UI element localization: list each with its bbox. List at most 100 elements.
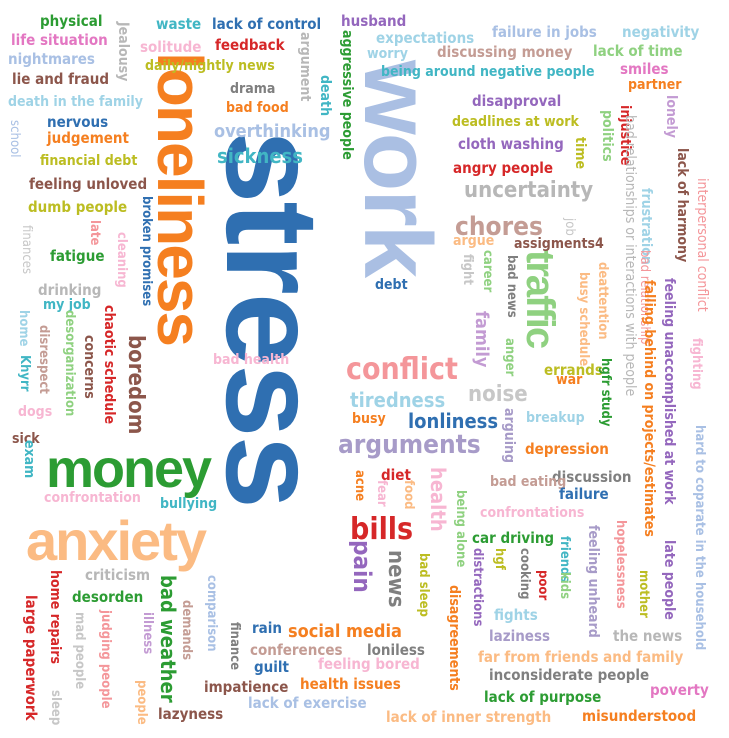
- word-time: time: [572, 137, 588, 170]
- word-hgfr-study: hgfr study: [598, 358, 613, 427]
- word-illness: illness: [140, 612, 155, 655]
- word-misunderstood: misunderstood: [582, 707, 697, 725]
- word-my-job: my job: [43, 297, 91, 313]
- word-cleaning: cleaning: [114, 232, 129, 288]
- word-lack-of-purpose: lack of purpose: [484, 688, 602, 706]
- word-breakup: breakup: [526, 410, 585, 426]
- word-jealousy: Jealousy: [115, 22, 131, 82]
- word-life-situation: life situation: [11, 31, 108, 49]
- word-large-paperwork: large paperwork: [22, 595, 40, 721]
- word-poverty: poverty: [650, 681, 709, 699]
- word-hard-to-coparate: hard to coparate in the household: [692, 425, 707, 651]
- word-demands: demands: [179, 600, 194, 661]
- word-arguments: arguments: [338, 430, 481, 460]
- word-smiles: smiles: [620, 60, 669, 78]
- word-lack-of-control: lack of control: [212, 15, 322, 33]
- word-guilt: guilt: [254, 658, 289, 676]
- word-late-people: late people: [661, 540, 677, 620]
- word-expectations: expectations: [376, 29, 475, 47]
- word-lonliness: lonliness: [408, 409, 499, 433]
- word-disagreements: disagreements: [446, 585, 462, 691]
- word-conferences: conferences: [250, 641, 343, 659]
- word-loniless: loniless: [367, 641, 425, 659]
- word-comparison: comparison: [204, 575, 219, 652]
- word-mad-people: mad people: [72, 612, 87, 690]
- word-diet: diet: [381, 466, 411, 484]
- word-discussion: discussion: [552, 468, 632, 486]
- word-lonely: lonely: [663, 95, 679, 139]
- word-solitude: solitude: [140, 38, 202, 56]
- word-debt: debt: [375, 277, 408, 293]
- word-laziness: laziness: [489, 627, 551, 645]
- word-inconsiderate-people: inconsiderate people: [489, 666, 650, 684]
- word-feedback: feedback: [215, 36, 285, 54]
- word-job: job: [562, 218, 577, 236]
- word-home-repairs: home repairs: [47, 570, 63, 664]
- word-late: late: [87, 220, 102, 246]
- word-far-from-friends-and-family: far from friends and family: [478, 648, 684, 666]
- word-desorganization: desorganization: [62, 310, 77, 417]
- word-drama: drama: [230, 81, 276, 97]
- word-khyrr: Khyrr: [17, 355, 32, 392]
- word-judging-people: judging people: [98, 610, 113, 709]
- word-stress: stress: [199, 130, 346, 507]
- word-finance: finance: [227, 622, 242, 671]
- word-overthinking: overthinking: [214, 121, 331, 142]
- word-argument: argument: [297, 32, 313, 102]
- word-disrespect: disrespect: [36, 325, 51, 394]
- word-anger: anger: [502, 338, 517, 377]
- word-feeling-unheard: feeling unheard: [585, 525, 601, 638]
- word-bills: bills: [350, 512, 414, 547]
- word-loneliness: loneliness: [144, 52, 216, 345]
- word-cooking: cooking: [517, 548, 532, 600]
- word-work: work: [344, 60, 451, 277]
- word-sleep: sleep: [48, 690, 63, 726]
- word-war: war: [556, 372, 583, 388]
- word-news: news: [383, 550, 408, 608]
- word-bad-sleep: bad sleep: [416, 553, 431, 617]
- word-impatience: impatience: [204, 678, 289, 696]
- word-busy-schedule: busy schedule: [576, 272, 591, 367]
- word-home: home: [16, 310, 31, 347]
- word-confrontations: confrontations: [480, 505, 585, 521]
- word-nightmares: nightmares: [8, 50, 95, 68]
- word-traffic: traffic: [518, 250, 562, 348]
- word-worry: worry: [367, 46, 408, 62]
- word-feeling-unaccomplished: feeling unaccomplished at work: [661, 278, 677, 505]
- word-criticism: criticism: [85, 566, 151, 584]
- word-finances: finances: [19, 225, 34, 275]
- word-school: school: [7, 120, 22, 158]
- word-lazyness: lazyness: [158, 705, 224, 723]
- word-failure: failure: [559, 485, 609, 503]
- word-daily-nightly-news: daily/nightly news: [145, 58, 275, 74]
- word-boredom: boredom: [123, 335, 148, 435]
- word-distractions: distractions: [470, 548, 485, 627]
- word-argue: argue: [453, 233, 495, 249]
- word-deadlines-at-work: deadlines at work: [452, 114, 579, 130]
- word-negativity: negativity: [622, 23, 700, 41]
- word-discussing-money: discussing money: [437, 43, 573, 61]
- word-noise: noise: [468, 382, 528, 407]
- word-rain: rain: [252, 619, 282, 637]
- word-bullying: bullying: [160, 496, 218, 512]
- word-judgement: judgement: [47, 129, 129, 147]
- word-poor: poor: [535, 570, 550, 601]
- word-concerns: concerns: [81, 335, 97, 399]
- word-broken-promises: broken promises: [139, 196, 154, 307]
- word-arguing: arguing: [501, 408, 517, 463]
- word-chaotic-schedule: chaotic schedule: [101, 305, 117, 425]
- word-angry-people: angry people: [453, 159, 554, 177]
- word-lack-of-time: lack of time: [593, 42, 683, 60]
- word-sickness: sickness: [217, 144, 303, 168]
- word-waste: waste: [156, 15, 202, 33]
- word-bad-relationships: bad relationships or interactions with p…: [622, 115, 638, 397]
- word-being-alone: being alone: [453, 490, 468, 568]
- word-bad-weather: bad weather: [156, 575, 180, 703]
- word-car-driving: car driving: [472, 529, 555, 547]
- word-bad-news: bad news: [504, 255, 519, 318]
- word-bad-eating: bad eating: [490, 474, 567, 490]
- word-fights: fights: [494, 606, 538, 624]
- word-disapproval: disapproval: [472, 92, 562, 110]
- word-conflict: conflict: [346, 352, 458, 387]
- word-errands: errands: [544, 361, 603, 379]
